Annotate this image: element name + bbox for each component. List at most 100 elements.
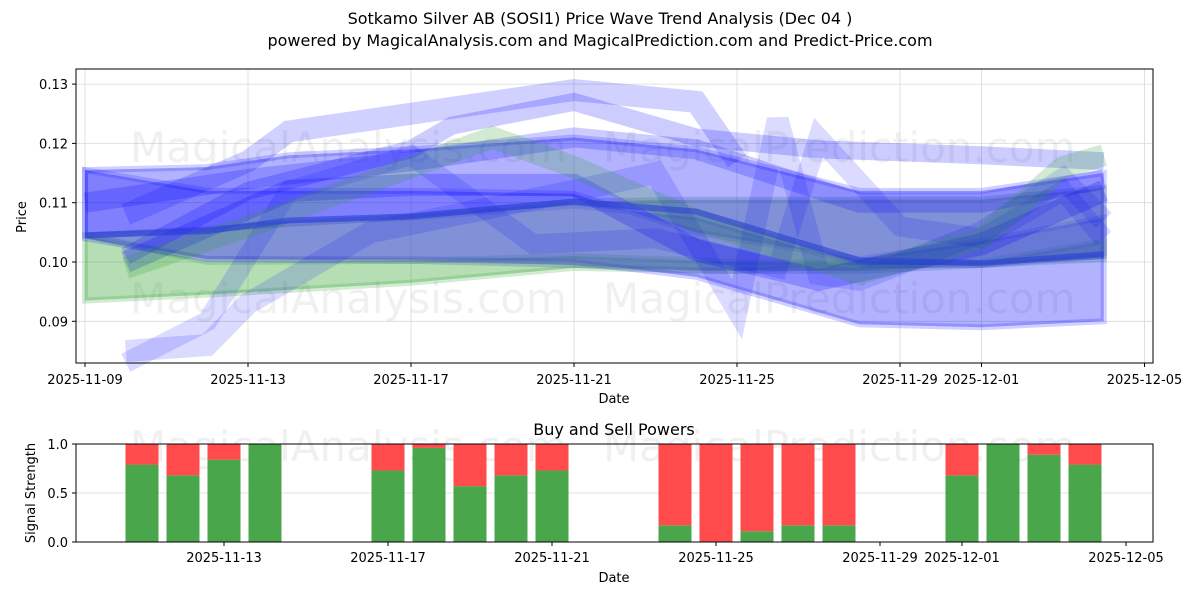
x-tick-label: 2025-11-21 <box>536 373 612 388</box>
watermark-text: MagicalAnalysis.com <box>130 422 567 471</box>
buy-bar <box>453 486 487 542</box>
signal-bar <box>986 444 1020 542</box>
sell-bar <box>535 444 569 471</box>
buy-bar <box>945 475 979 542</box>
signal-bar <box>699 444 733 542</box>
sell-bar <box>740 444 774 532</box>
buy-bar <box>125 464 159 542</box>
buy-bar <box>822 525 856 542</box>
sell-bar <box>125 444 159 465</box>
buy-bar <box>207 459 241 542</box>
signal-bars <box>125 444 1102 542</box>
wave-green-1-line <box>122 125 1107 286</box>
signal-bar <box>822 444 856 542</box>
signal-bar <box>494 444 528 542</box>
buy-bar <box>1027 454 1061 542</box>
main-plot-frame <box>75 68 1154 364</box>
watermark-text: MagicalPrediction.com <box>603 123 1076 172</box>
sub-x-axis: 2025-11-13 2025-11-17 2025-11-21 2025-11-25… <box>186 542 1164 566</box>
signal-bar <box>1068 444 1102 542</box>
wave-upper-2-line <box>121 92 1105 265</box>
buy-bar <box>371 470 405 542</box>
main-watermarks: MagicalAnalysis.com MagicalPrediction.co… <box>130 123 1076 323</box>
signal-bar <box>412 444 446 542</box>
x-tick-label: 2025-12-05 <box>1088 551 1164 566</box>
wave-lower-1-line <box>124 116 1112 362</box>
sell-bar <box>1068 444 1102 465</box>
x-tick-label: 2025-11-17 <box>350 551 426 566</box>
x-tick-label: 2025-11-09 <box>47 373 123 388</box>
buy-bar <box>658 525 692 542</box>
signal-bar <box>658 444 692 542</box>
buy-bar <box>412 447 446 542</box>
sell-bar <box>494 444 528 476</box>
y-tick-label: 0.11 <box>39 197 68 212</box>
buy-bar <box>494 475 528 542</box>
x-tick-label: 2025-12-01 <box>924 551 1000 566</box>
sell-bar <box>1027 444 1061 455</box>
y-tick-label: 0.13 <box>39 78 68 93</box>
signal-bar <box>207 444 241 542</box>
wave-mid-1-line <box>121 173 1109 292</box>
signal-bar <box>781 444 815 542</box>
y-tick-label: 1.0 <box>47 438 68 453</box>
buy-bar <box>1068 464 1102 542</box>
signal-bar <box>1027 444 1061 542</box>
x-tick-label: 2025-11-29 <box>862 373 938 388</box>
x-tick-label: 2025-11-25 <box>699 373 775 388</box>
main-x-axis: 2025-11-09 2025-11-13 2025-11-17 2025-11-21… <box>47 363 1182 388</box>
x-tick-label: 2025-11-13 <box>210 373 286 388</box>
wave-upper-1-line <box>121 78 747 225</box>
main-x-axis-label: Date <box>598 392 629 407</box>
sub-y-axis-label: Signal Strength <box>24 443 39 543</box>
watermark-text: MagicalPrediction.com <box>603 274 1076 323</box>
buy-sell-chart: Buy and Sell Powers MagicalAnalysis.com … <box>24 420 1164 586</box>
sell-bar <box>166 444 200 476</box>
y-tick-label: 0.5 <box>47 487 68 502</box>
watermark-text: MagicalAnalysis.com <box>130 274 567 323</box>
sell-bar <box>699 444 733 542</box>
y-tick-label: 0.09 <box>39 315 68 330</box>
signal-bar <box>248 444 282 542</box>
y-tick-label: 0.0 <box>47 536 68 551</box>
signal-bar <box>740 444 774 542</box>
x-tick-label: 2025-12-01 <box>944 373 1020 388</box>
central-trend-line <box>84 198 1104 267</box>
wave-upper-3-line <box>83 127 1106 213</box>
sell-bar <box>781 444 815 526</box>
price-wave-chart: MagicalAnalysis.com MagicalPrediction.co… <box>15 68 1182 407</box>
x-tick-label: 2025-11-17 <box>373 373 449 388</box>
sell-bar <box>371 444 405 471</box>
sell-bar <box>207 444 241 460</box>
x-tick-label: 2025-11-25 <box>678 551 754 566</box>
wave-lower-2-line <box>121 117 1112 372</box>
signal-bar <box>125 444 159 542</box>
chart-subtitle: powered by MagicalAnalysis.com and Magic… <box>267 31 933 50</box>
sell-bar <box>658 444 692 526</box>
buy-bar <box>740 531 774 542</box>
chart-title: Sotkamo Silver AB (SOSI1) Price Wave Tre… <box>347 9 853 28</box>
buy-bar <box>781 525 815 542</box>
x-tick-label: 2025-11-21 <box>514 551 590 566</box>
buy-bar <box>248 444 282 542</box>
main-y-axis: 0.09 0.10 0.11 0.12 0.13 <box>39 78 76 330</box>
sell-bar <box>412 444 446 448</box>
wave-lines <box>83 78 1112 372</box>
x-tick-label: 2025-11-29 <box>842 551 918 566</box>
buy-bar <box>166 475 200 542</box>
x-tick-label: 2025-12-05 <box>1107 373 1183 388</box>
y-tick-label: 0.12 <box>39 137 68 152</box>
wave-bands <box>82 134 1107 331</box>
signal-bar <box>535 444 569 542</box>
main-y-axis-label: Price <box>15 201 30 233</box>
x-tick-label: 2025-11-13 <box>186 551 262 566</box>
buy-bar <box>535 470 569 542</box>
buy-sell-title: Buy and Sell Powers <box>533 420 695 439</box>
y-tick-label: 0.10 <box>39 256 68 271</box>
watermark-text: MagicalAnalysis.com <box>130 123 567 172</box>
sell-bar <box>453 444 487 487</box>
signal-bar <box>453 444 487 542</box>
signal-bar <box>371 444 405 542</box>
signal-bar <box>166 444 200 542</box>
